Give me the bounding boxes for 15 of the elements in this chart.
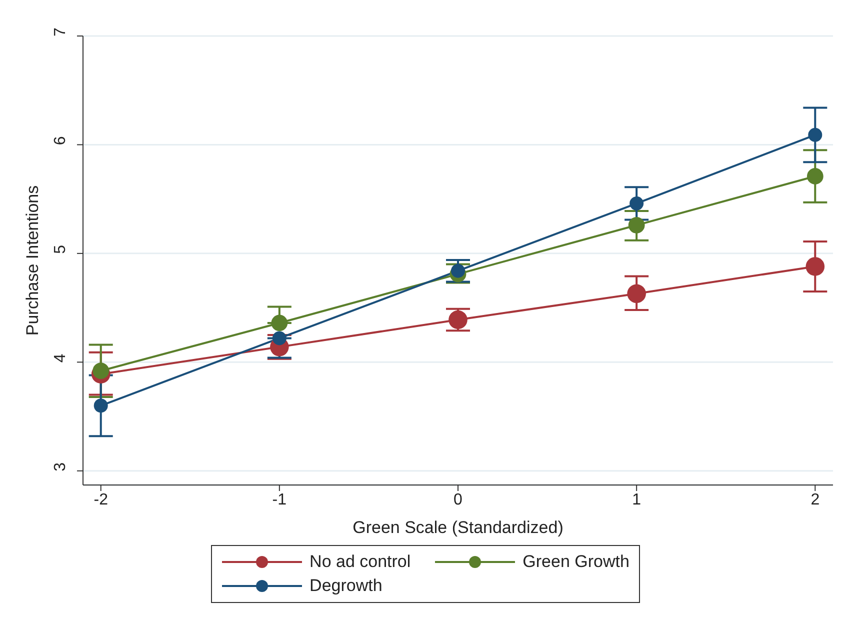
x-tick-label: -1 [272, 491, 287, 508]
y-axis-title: Purchase Intentions [23, 185, 42, 336]
legend-label: Green Growth [522, 552, 630, 572]
legend-label: Degrowth [310, 576, 382, 596]
x-tick-label: 2 [810, 491, 820, 508]
x-tick-label: -2 [94, 491, 108, 508]
x-axis-title: Green Scale (Standardized) [352, 518, 564, 537]
x-tick-label: 1 [632, 491, 642, 508]
y-tick-label: 7 [52, 27, 69, 36]
x-tick-label: 0 [454, 491, 463, 508]
y-tick-label: 3 [52, 462, 69, 472]
y-tick-label: 4 [52, 354, 69, 363]
y-tick-label: 6 [52, 136, 69, 146]
y-tick-label: 5 [52, 244, 69, 254]
legend-label: No ad control [310, 552, 411, 572]
